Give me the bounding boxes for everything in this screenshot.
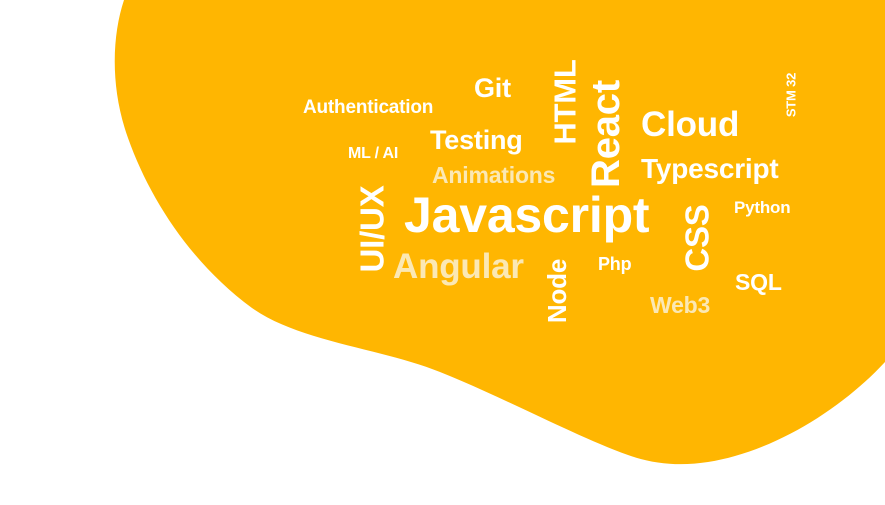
tag-cloud: Cloud [641, 105, 740, 144]
tag-node: Node [542, 258, 572, 324]
tag-animations: Animations [432, 162, 556, 188]
tag-testing: Testing [430, 125, 523, 155]
tag-php: Php [598, 254, 632, 274]
tag-stm32: STM 32 [783, 72, 799, 118]
tag-ml-ai: ML / AI [348, 145, 399, 162]
tag-javascript: Javascript [404, 187, 650, 243]
tag-typescript: Typescript [641, 153, 779, 184]
tag-react: React [584, 80, 628, 188]
tag-sql: SQL [735, 269, 782, 295]
tag-git: Git [474, 73, 511, 103]
tag-angular: Angular [393, 247, 524, 286]
tag-html: HTML [547, 59, 583, 145]
tag-ui-ux: UI/UX [353, 185, 391, 273]
tag-python: Python [734, 198, 791, 217]
blob-path [114, 0, 885, 465]
tag-css: CSS [678, 204, 716, 272]
tag-web3: Web3 [650, 292, 711, 318]
tag-authentication: Authentication [303, 97, 434, 118]
